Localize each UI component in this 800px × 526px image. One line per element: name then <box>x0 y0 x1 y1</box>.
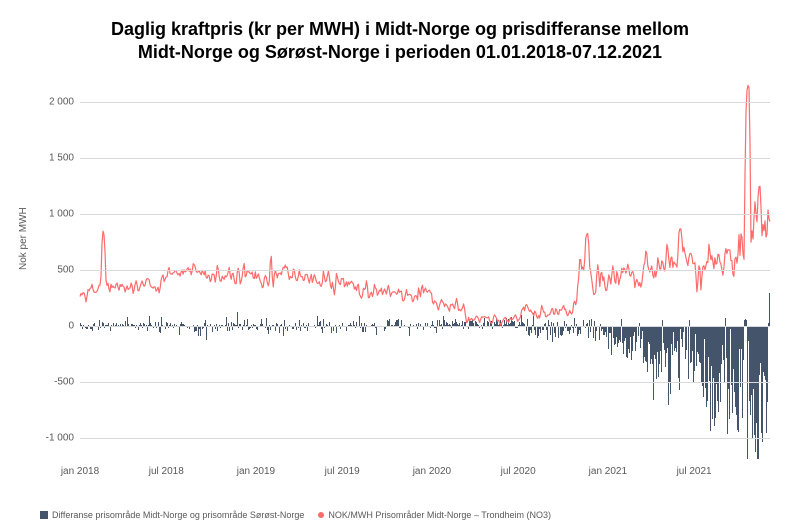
gridline <box>80 214 770 215</box>
legend-bar-label: Differanse prisområde Midt-Norge og pris… <box>52 510 304 520</box>
x-tick-label: jul 2018 <box>149 466 184 477</box>
y-tick-label: -500 <box>14 376 74 387</box>
gridline <box>80 102 770 103</box>
title-line-1: Daglig kraftpris (kr per MWH) i Midt-Nor… <box>111 19 689 39</box>
gridline <box>80 270 770 271</box>
y-tick-label: 500 <box>14 265 74 276</box>
x-tick-label: jan 2021 <box>589 466 627 477</box>
title-line-2: Midt-Norge og Sørøst-Norge i perioden 01… <box>138 42 662 62</box>
x-tick-label: jan 2018 <box>61 466 99 477</box>
y-tick-label: 2 000 <box>14 97 74 108</box>
legend: Differanse prisområde Midt-Norge og pris… <box>40 510 551 520</box>
x-tick-label: jan 2019 <box>237 466 275 477</box>
legend-line-label: NOK/MWH Prisområder Midt-Norge – Trondhe… <box>328 510 551 520</box>
y-tick-label: 0 <box>14 320 74 331</box>
y-tick-label: 1 500 <box>14 153 74 164</box>
x-tick-label: jul 2020 <box>501 466 536 477</box>
legend-swatch-bar-icon <box>40 511 48 519</box>
chart-container: Daglig kraftpris (kr per MWH) i Midt-Nor… <box>0 0 800 526</box>
gridline <box>80 382 770 383</box>
plot-area: -1 000-50005001 0001 5002 000jan 2018jul… <box>80 80 770 460</box>
x-tick-label: jan 2020 <box>413 466 451 477</box>
legend-swatch-dot-icon <box>318 512 324 518</box>
gridline <box>80 326 770 327</box>
y-tick-label: 1 000 <box>14 209 74 220</box>
legend-item-bar: Differanse prisområde Midt-Norge og pris… <box>40 510 304 520</box>
legend-item-line: NOK/MWH Prisområder Midt-Norge – Trondhe… <box>318 510 551 520</box>
gridline <box>80 438 770 439</box>
x-tick-label: jul 2021 <box>677 466 712 477</box>
gridline <box>80 158 770 159</box>
x-tick-label: jul 2019 <box>325 466 360 477</box>
chart-title: Daglig kraftpris (kr per MWH) i Midt-Nor… <box>0 18 800 63</box>
y-tick-label: -1 000 <box>14 432 74 443</box>
